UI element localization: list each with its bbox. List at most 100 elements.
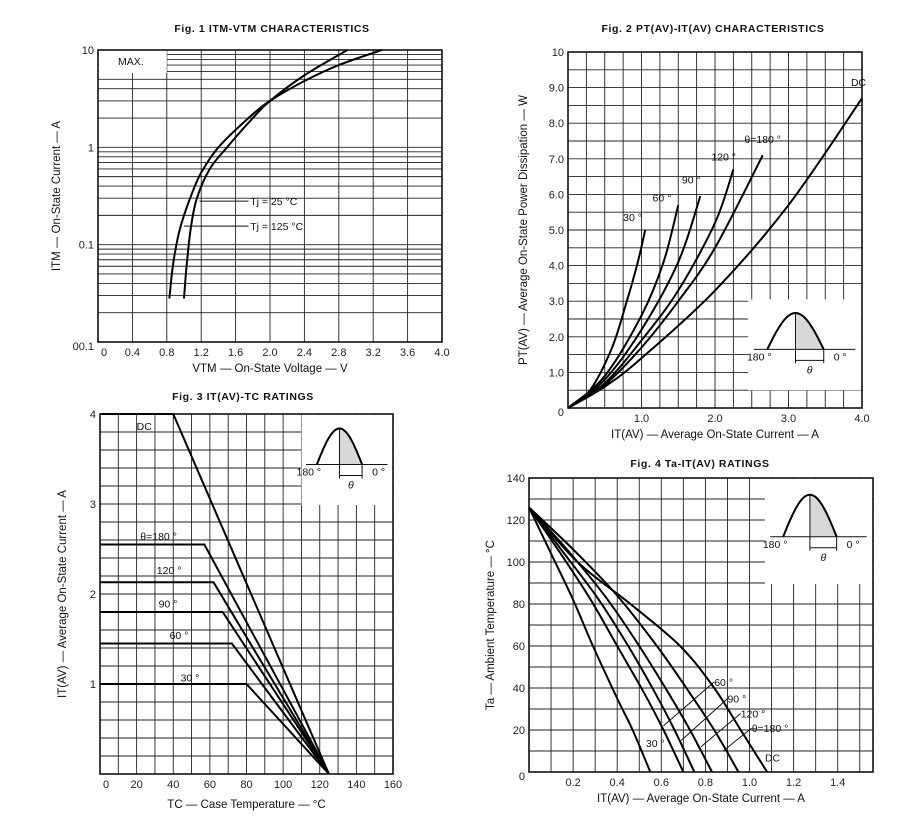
series-line-dc [567,97,863,409]
x-tick-label: 1.6 [228,347,243,359]
inset-label-180: 180 ° [297,467,322,479]
chart-title: Fig. 2 PT(AV)-IT(AV) CHARACTERISTICS [601,23,824,35]
chart-title: Fig. 1 ITM-VTM CHARACTERISTICS [174,23,369,35]
x-tick-label: 2.0 [707,413,722,425]
x-tick-label: 1.0 [742,777,757,789]
curve-label: 120 ° [711,152,736,164]
x-tick-label: 0.2 [565,777,580,789]
series-line-60 [100,642,330,775]
fig2-chart: 180 ° 0 ° θ 1.0 2.0 3.0 4.0 0 1.0 2.0 3.0 4.0 5.0 6.0… [518,23,870,441]
series-line-tj125c [168,49,383,299]
grid [567,51,863,409]
x-axis-label: IT(AV) — Average On-State Current — A [597,793,805,805]
fig4-chart: 180 ° 0 ° θ 0.2 0.4 0.6 0.8 1.0 1.2 1.4 0 20 40 60 80 1… [485,458,874,805]
x-tick-label: 0 [103,779,109,791]
x-tick-label: 0.4 [610,777,625,789]
x-tick-label: 3.2 [366,347,381,359]
x-tick-label: 1.4 [830,777,845,789]
y-tick-label: 8.0 [549,118,564,130]
curve-label: DC [765,753,781,765]
y-tick-label: 3 [90,499,96,511]
x-tick-label: 0.8 [698,777,713,789]
series-line-tj25c [183,49,348,299]
x-tick-label: 4.0 [434,347,449,359]
curve-label: 120 ° [157,565,182,577]
y-tick-label: 9.0 [549,83,564,95]
y-axis-label: ITM — On-State Current — A [51,121,63,272]
y-tick-label: 0 [519,771,525,783]
curve-label: θ=180 ° [744,134,781,146]
x-tick-label: 20 [131,779,143,791]
x-tick-label: 1.2 [786,777,801,789]
x-tick-label: 3.0 [781,413,796,425]
y-tick-label: 4 [90,409,96,421]
series-line-120 [528,506,713,773]
y-axis-label: PT(AV) — Average On-State Power Dissipat… [518,95,530,365]
curve-label: DC [851,77,867,89]
y-tick-label: 140 [507,473,525,485]
curve-label: 60 ° [170,630,189,642]
y-tick-label: 0.1 [79,240,94,252]
x-tick-label: 60 [204,779,216,791]
y-tick-label: 100 [507,557,525,569]
x-tick-label: 1.2 [194,347,209,359]
y-tick-label: 5.0 [549,225,564,237]
x-tick-label: 2.4 [297,347,312,359]
x-tick-label: 0.6 [654,777,669,789]
x-tick-label: 4.0 [854,413,869,425]
series-line-120 [100,581,330,775]
y-tick-label: 120 [507,515,525,527]
series-line-90 [528,506,696,773]
y-tick-label: 4.0 [549,261,564,273]
x-axis-label: VTM — On-State Voltage — V [192,363,348,375]
x-tick-label: 3.6 [400,347,415,359]
inset-label-0: 0 ° [847,539,860,551]
series-line-180 [100,543,330,775]
x-tick-label: 2.0 [262,347,277,359]
y-axis-label: Ta — Ambient Temperature — °C [485,540,497,710]
x-axis-label: TC — Case Temperature — °C [167,799,325,811]
curve-label: θ=180 ° [140,531,177,543]
leader-line [700,713,742,748]
series-line-90 [567,195,702,409]
series-line-90 [100,611,330,775]
series-line-30 [528,506,652,773]
curve-label: 30 ° [646,738,665,750]
series-line-dc [528,506,769,773]
y-tick-label: 00.1 [73,341,94,353]
curve-label: 30 ° [181,672,200,684]
x-tick-label: 0.4 [125,347,140,359]
y-tick-label: 40 [513,683,525,695]
x-tick-label: 140 [347,779,365,791]
series-line-120 [567,169,735,409]
curve-label: θ=180 ° [752,723,789,735]
x-tick-label: 2.8 [331,347,346,359]
curve-label: 90 ° [682,175,701,187]
x-tick-label: 120 [311,779,329,791]
x-tick-label: 160 [384,779,402,791]
series-line-180 [567,154,764,409]
plot-frame [528,477,874,773]
inset-label-180: 180 ° [747,351,772,363]
leader-line [663,681,715,727]
conduction-angle-shading [795,313,824,350]
y-tick-label: 60 [513,641,525,653]
series-line-30 [100,683,330,775]
curve-label: 30 ° [623,212,642,224]
y-tick-label: 2.0 [549,332,564,344]
y-tick-label: 1 [90,679,96,691]
fig3-chart: 180 ° 0 ° θ 0 20 40 60 80 100 120 140 160 1 2 3 4 Fig. 3… [57,391,402,811]
conduction-angle-shading [339,428,363,465]
series-line-dc [100,413,330,775]
inset-label-180: 180 ° [763,539,788,551]
series-line-180 [528,506,740,773]
inset-label-theta: θ [348,480,354,492]
curve-label: 60 ° [653,193,672,205]
x-tick-label: 100 [274,779,292,791]
inset-label-theta: θ [820,552,826,564]
x-tick-label: 0 [101,347,107,359]
curve-label: Tj = 125 °C [250,221,303,233]
curve-label: DC [137,421,153,433]
series-line-60 [567,204,680,409]
